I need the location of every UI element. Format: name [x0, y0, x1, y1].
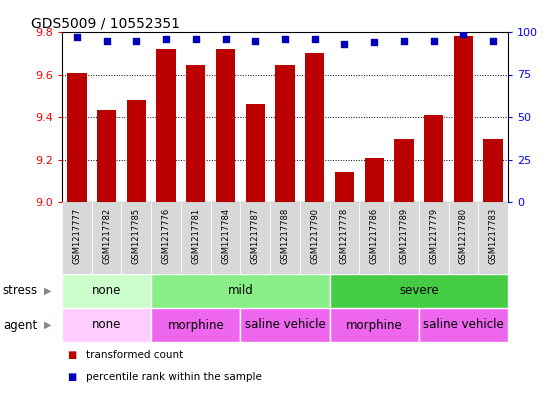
- Bar: [335, 172, 354, 202]
- Bar: [365, 158, 384, 202]
- Text: ■: ■: [68, 351, 77, 360]
- Text: transformed count: transformed count: [86, 351, 183, 360]
- Point: [310, 36, 319, 42]
- Point: [281, 36, 290, 42]
- Bar: [62, 274, 151, 308]
- Bar: [454, 36, 473, 202]
- Text: GSM1217778: GSM1217778: [340, 208, 349, 264]
- Bar: [449, 202, 478, 274]
- Point: [459, 31, 468, 37]
- Bar: [419, 308, 508, 342]
- Text: percentile rank within the sample: percentile rank within the sample: [86, 371, 262, 382]
- Bar: [330, 274, 508, 308]
- Text: GSM1217790: GSM1217790: [310, 208, 319, 264]
- Text: GSM1217781: GSM1217781: [192, 208, 200, 264]
- Point: [370, 39, 379, 45]
- Point: [489, 37, 498, 44]
- Text: saline vehicle: saline vehicle: [245, 318, 325, 332]
- Bar: [330, 202, 360, 274]
- Text: GSM1217783: GSM1217783: [489, 208, 498, 264]
- Bar: [151, 308, 240, 342]
- Point: [251, 37, 260, 44]
- Bar: [211, 202, 240, 274]
- Point: [132, 37, 141, 44]
- Point: [162, 36, 171, 42]
- Bar: [419, 202, 449, 274]
- Bar: [424, 115, 444, 202]
- Text: ▶: ▶: [44, 320, 52, 330]
- Bar: [240, 308, 330, 342]
- Text: morphine: morphine: [167, 318, 224, 332]
- Bar: [127, 100, 146, 202]
- Bar: [186, 65, 206, 202]
- Point: [429, 37, 438, 44]
- Bar: [151, 202, 181, 274]
- Text: GSM1217787: GSM1217787: [251, 208, 260, 264]
- Text: GSM1217788: GSM1217788: [281, 208, 290, 264]
- Text: severe: severe: [399, 285, 438, 298]
- Bar: [156, 49, 176, 202]
- Bar: [62, 202, 92, 274]
- Point: [72, 34, 81, 40]
- Point: [399, 37, 408, 44]
- Bar: [151, 274, 330, 308]
- Bar: [92, 202, 122, 274]
- Point: [340, 41, 349, 47]
- Bar: [246, 104, 265, 202]
- Text: GSM1217782: GSM1217782: [102, 208, 111, 264]
- Bar: [240, 202, 270, 274]
- Text: ■: ■: [68, 371, 77, 382]
- Text: none: none: [92, 285, 122, 298]
- Text: mild: mild: [227, 285, 253, 298]
- Text: stress: stress: [3, 285, 38, 298]
- Bar: [300, 202, 330, 274]
- Bar: [483, 139, 503, 202]
- Text: GSM1217779: GSM1217779: [429, 208, 438, 264]
- Bar: [270, 202, 300, 274]
- Bar: [122, 202, 151, 274]
- Bar: [62, 308, 151, 342]
- Text: saline vehicle: saline vehicle: [423, 318, 504, 332]
- Bar: [389, 202, 419, 274]
- Bar: [67, 73, 87, 202]
- Text: GSM1217777: GSM1217777: [72, 208, 81, 264]
- Bar: [97, 110, 116, 202]
- Text: GSM1217786: GSM1217786: [370, 208, 379, 264]
- Text: GSM1217776: GSM1217776: [162, 208, 171, 264]
- Text: GSM1217784: GSM1217784: [221, 208, 230, 264]
- Bar: [216, 49, 235, 202]
- Text: none: none: [92, 318, 122, 332]
- Point: [221, 36, 230, 42]
- Text: agent: agent: [3, 318, 37, 332]
- Bar: [394, 139, 414, 202]
- Bar: [360, 202, 389, 274]
- Text: GSM1217780: GSM1217780: [459, 208, 468, 264]
- Point: [192, 36, 200, 42]
- Text: GSM1217789: GSM1217789: [399, 208, 408, 264]
- Point: [102, 37, 111, 44]
- Text: morphine: morphine: [346, 318, 403, 332]
- Bar: [478, 202, 508, 274]
- Bar: [330, 308, 419, 342]
- Text: GDS5009 / 10552351: GDS5009 / 10552351: [31, 17, 180, 31]
- Bar: [276, 65, 295, 202]
- Text: GSM1217785: GSM1217785: [132, 208, 141, 264]
- Text: ▶: ▶: [44, 286, 52, 296]
- Bar: [305, 53, 324, 202]
- Bar: [181, 202, 211, 274]
